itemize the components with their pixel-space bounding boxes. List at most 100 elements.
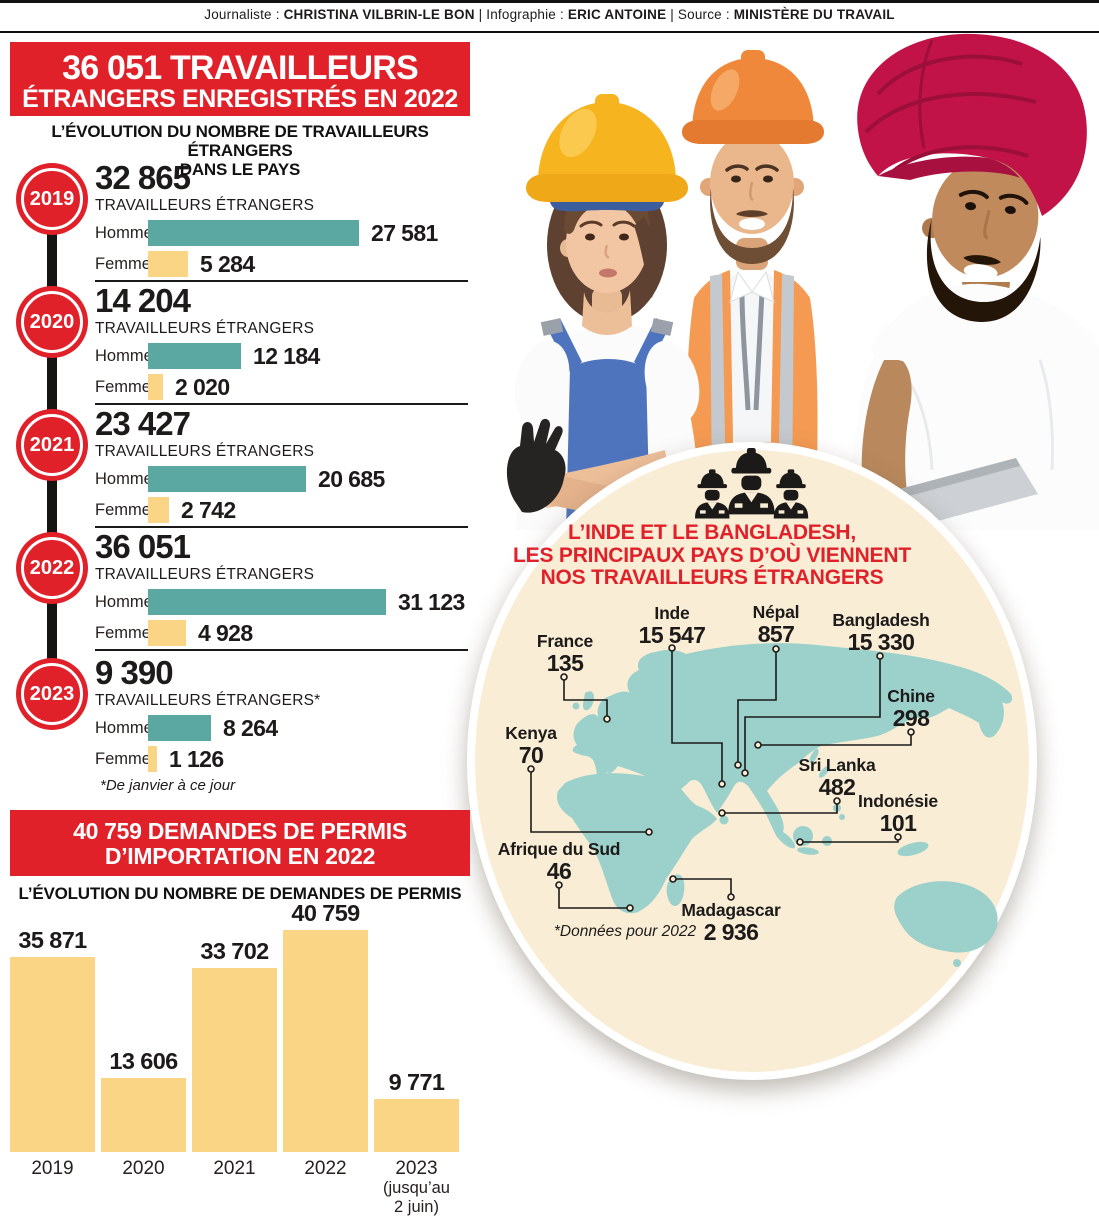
callout-line bbox=[530, 769, 649, 833]
femme-bar bbox=[148, 497, 169, 523]
turban-icon bbox=[857, 33, 1087, 217]
homme-label: Homme bbox=[95, 718, 153, 737]
banner-line2: ÉTRANGERS ENREGISTRÉS EN 2022 bbox=[22, 85, 458, 113]
permit-year-line: 2023 bbox=[395, 1158, 438, 1179]
year-separator bbox=[95, 526, 468, 528]
callout-dot bbox=[772, 645, 780, 653]
femme-value: 2 020 bbox=[175, 373, 230, 400]
homme-row: Homme 27 581 bbox=[95, 220, 438, 246]
year-unit-label: TRAVAILLEURS ÉTRANGERS bbox=[95, 197, 315, 214]
callout-dot bbox=[727, 893, 735, 901]
callout-dot bbox=[555, 881, 563, 889]
map-title-line2: LES PRINCIPAUX PAYS D’OÙ VIENNENT bbox=[513, 543, 911, 567]
country-value: 70 bbox=[518, 742, 544, 768]
country-name: Bangladesh bbox=[832, 610, 930, 630]
femme-label: Femme bbox=[95, 500, 151, 519]
timeline-footnote: *De janvier à ce jour bbox=[100, 777, 236, 794]
femme-value: 2 742 bbox=[181, 496, 236, 523]
orange-hard-hat-icon bbox=[682, 50, 824, 144]
year-label: 2021 bbox=[29, 433, 75, 456]
callout-dot bbox=[669, 875, 677, 883]
femme-label: Femme bbox=[95, 749, 151, 768]
country-name: Kenya bbox=[505, 723, 557, 743]
callout-dot bbox=[876, 652, 884, 660]
timeline-subtitle-line2: DANS LE PAYS bbox=[179, 160, 301, 179]
callout-line bbox=[558, 885, 630, 909]
year-label: 2023 bbox=[29, 682, 75, 705]
femme-bar bbox=[148, 620, 186, 646]
country-value: 857 bbox=[757, 621, 795, 647]
construction-workers-icon bbox=[695, 448, 809, 519]
country-label: Indonésie 101 bbox=[858, 791, 938, 835]
homme-value: 31 123 bbox=[398, 588, 465, 615]
homme-row: Homme 12 184 bbox=[95, 343, 320, 369]
homme-bar bbox=[148, 715, 211, 741]
credits-line: Journaliste : CHRISTINA VILBRIN-LE BON |… bbox=[0, 7, 1099, 22]
callout-dot bbox=[734, 761, 742, 769]
homme-bar bbox=[148, 343, 241, 369]
country-value: 15 547 bbox=[638, 622, 706, 648]
year-separator bbox=[95, 649, 468, 651]
country-value: 482 bbox=[818, 774, 856, 800]
permit-bar bbox=[101, 1078, 186, 1152]
year-label: 2020 bbox=[29, 310, 75, 333]
callout-dot bbox=[626, 904, 634, 912]
country-value: 298 bbox=[892, 705, 930, 731]
country-label: Chine 298 bbox=[887, 686, 935, 730]
permit-bar bbox=[283, 930, 368, 1152]
permit-bar-value: 13 606 bbox=[109, 1048, 178, 1074]
callout-line bbox=[744, 656, 881, 773]
country-label: Kenya 70 bbox=[505, 723, 557, 767]
permit-bar-year: 2023 (jusqu’au 2 juin) bbox=[369, 1158, 464, 1216]
homme-row: Homme 31 123 bbox=[95, 589, 465, 615]
country-label: Sri Lanka 482 bbox=[799, 755, 876, 799]
year-unit-label: TRAVAILLEURS ÉTRANGERS bbox=[95, 320, 315, 337]
permit-bar-year: 2019 bbox=[5, 1158, 100, 1179]
map-title-line1: L’INDE ET LE BANGLADESH, bbox=[567, 521, 857, 544]
banner-permits: 40 759 DEMANDES DE PERMIS D’IMPORTATION … bbox=[10, 810, 470, 876]
homme-bar bbox=[148, 466, 306, 492]
year-badge: 2019 bbox=[16, 163, 88, 235]
year-total: 32 865 bbox=[95, 159, 191, 196]
year-unit-label: TRAVAILLEURS ÉTRANGERS bbox=[95, 566, 315, 583]
callout-dot bbox=[603, 715, 611, 723]
country-label: Madagascar 2 936 bbox=[681, 900, 780, 944]
country-label: Inde 15 547 bbox=[639, 603, 706, 647]
credit-name: MINISTÈRE DU TRAVAIL bbox=[733, 7, 895, 22]
credits-separator: | bbox=[474, 7, 487, 22]
callout-dot bbox=[718, 780, 726, 788]
timeline-year-block: 2020 14 204 TRAVAILLEURS ÉTRANGERS Homme 12 … bbox=[0, 282, 475, 409]
worker-center bbox=[682, 50, 824, 500]
callout-line bbox=[737, 649, 777, 765]
permits-banner-line2: D’IMPORTATION EN 2022 bbox=[104, 843, 376, 869]
banner-line1: 36 051 TRAVAILLEURS bbox=[62, 49, 419, 87]
callout-line bbox=[758, 732, 912, 746]
femme-label: Femme bbox=[95, 377, 151, 396]
callout-line bbox=[563, 677, 608, 719]
permit-bar-value: 40 759 bbox=[291, 900, 360, 926]
callout-line bbox=[673, 878, 732, 897]
femme-row: Femme 4 928 bbox=[95, 620, 253, 646]
callout-dot bbox=[894, 833, 902, 841]
callout-line bbox=[722, 801, 838, 814]
homme-label: Homme bbox=[95, 469, 153, 488]
homme-row: Homme 8 264 bbox=[95, 715, 278, 741]
world-map bbox=[527, 643, 1013, 967]
homme-value: 8 264 bbox=[223, 714, 278, 741]
permit-bar-year: 2022 bbox=[278, 1158, 373, 1179]
year-unit-label: TRAVAILLEURS ÉTRANGERS* bbox=[95, 692, 321, 709]
country-name: Sri Lanka bbox=[798, 755, 876, 775]
permits-banner-line1: 40 759 DEMANDES DE PERMIS bbox=[73, 818, 407, 844]
origin-map: L’INDE ET LE BANGLADESH, LES PRINCIPAUX … bbox=[465, 445, 1090, 1090]
year-total: 36 051 bbox=[95, 528, 191, 565]
timeline-year-block: 2022 36 051 TRAVAILLEURS ÉTRANGERS Homme 31 … bbox=[0, 528, 475, 655]
year-total: 14 204 bbox=[95, 282, 191, 319]
map-title-line3: NOS TRAVAILLEURS ÉTRANGERS bbox=[540, 566, 884, 589]
callout-dot bbox=[907, 728, 915, 736]
permit-bar-value: 33 702 bbox=[200, 938, 269, 964]
country-name: Chine bbox=[887, 686, 935, 706]
callout-dot bbox=[718, 809, 726, 817]
year-badge: 2023 bbox=[16, 658, 88, 730]
timeline-subtitle-line1: L’ÉVOLUTION DU NOMBRE DE TRAVAILLEURS ÉT… bbox=[51, 122, 429, 160]
homme-value: 20 685 bbox=[318, 465, 385, 492]
